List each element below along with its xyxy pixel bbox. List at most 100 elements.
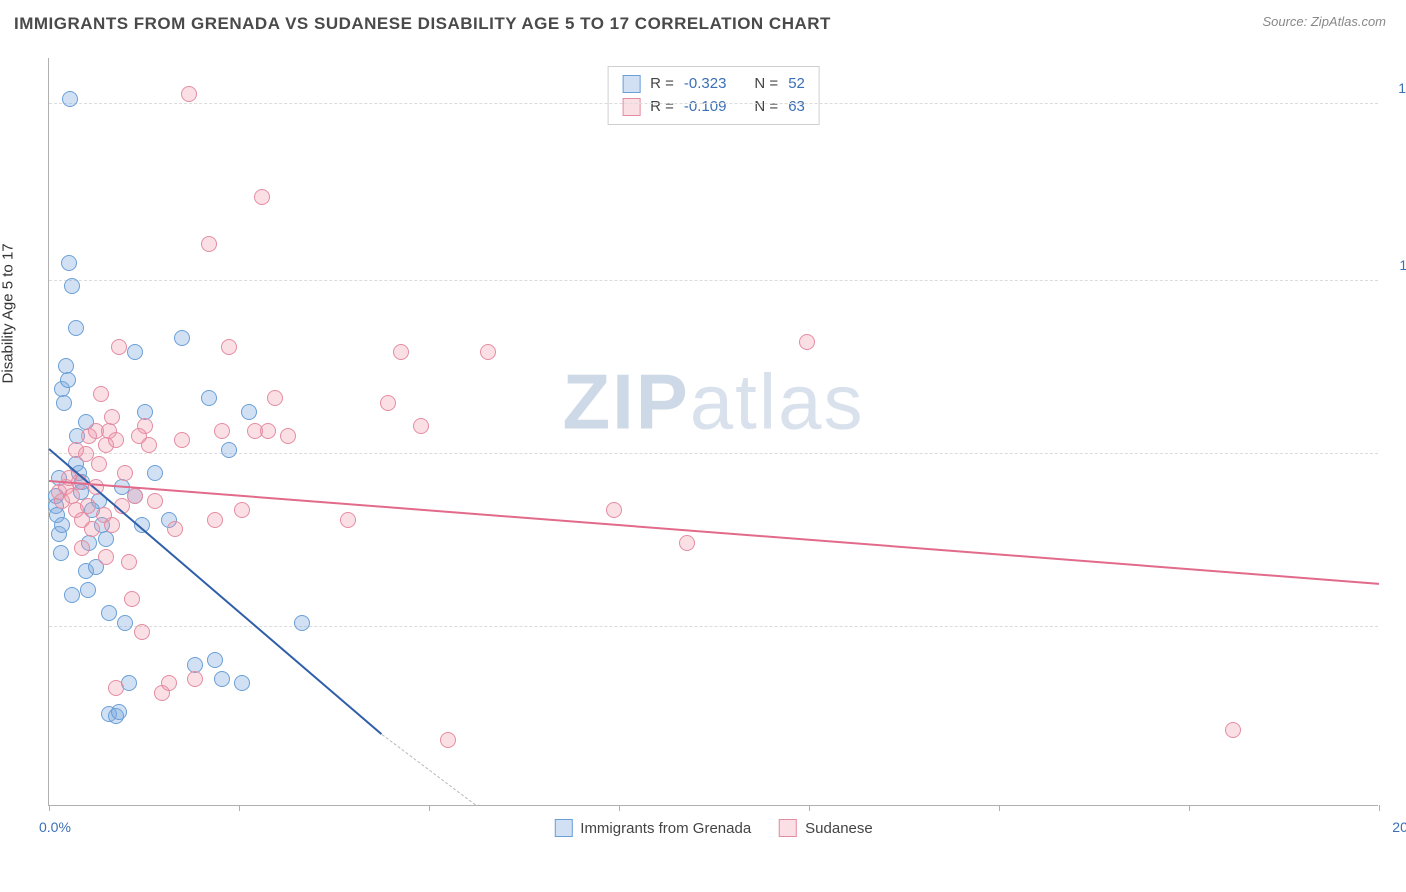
data-point	[161, 675, 177, 691]
y-tick-label: 15.0%	[1384, 80, 1406, 96]
stats-r-label: R =	[650, 73, 674, 96]
x-tick	[429, 805, 430, 811]
stats-n-value: 52	[788, 73, 805, 96]
x-tick	[239, 805, 240, 811]
data-point	[260, 423, 276, 439]
legend-swatch-grenada	[554, 819, 572, 837]
data-point	[61, 255, 77, 271]
data-point	[174, 432, 190, 448]
data-point	[241, 404, 257, 420]
legend-label: Immigrants from Grenada	[580, 820, 751, 837]
data-point	[147, 465, 163, 481]
plot-area: ZIPatlas R = -0.323 N = 52 R = -0.109 N …	[48, 58, 1378, 806]
y-axis-label: Disability Age 5 to 17	[0, 243, 17, 383]
data-point	[108, 432, 124, 448]
watermark-rest: atlas	[690, 357, 865, 445]
watermark: ZIPatlas	[562, 356, 864, 447]
data-point	[234, 502, 250, 518]
gridline	[49, 453, 1378, 454]
x-tick	[999, 805, 1000, 811]
data-point	[181, 86, 197, 102]
data-point	[340, 512, 356, 528]
y-tick-label: 11.2%	[1384, 257, 1406, 273]
legend-swatch-sudanese	[779, 819, 797, 837]
data-point	[147, 493, 163, 509]
stats-n-label: N =	[754, 73, 778, 96]
x-tick	[809, 805, 810, 811]
data-point	[127, 344, 143, 360]
stats-swatch-sudanese	[622, 98, 640, 116]
data-point	[174, 330, 190, 346]
page-title: IMMIGRANTS FROM GRENADA VS SUDANESE DISA…	[14, 14, 831, 34]
data-point	[111, 704, 127, 720]
data-point	[91, 456, 107, 472]
data-point	[1225, 722, 1241, 738]
data-point	[799, 334, 815, 350]
data-point	[267, 390, 283, 406]
x-tick	[49, 805, 50, 811]
gridline	[49, 626, 1378, 627]
data-point	[93, 386, 109, 402]
data-point	[280, 428, 296, 444]
gridline	[49, 280, 1378, 281]
x-axis-min-label: 0.0%	[39, 819, 71, 835]
data-point	[62, 91, 78, 107]
stats-r-label: R =	[650, 96, 674, 119]
data-point	[68, 320, 84, 336]
stats-box: R = -0.323 N = 52 R = -0.109 N = 63	[607, 66, 820, 125]
chart-container: Disability Age 5 to 17 ZIPatlas R = -0.3…	[14, 50, 1392, 840]
data-point	[214, 671, 230, 687]
data-point	[121, 554, 137, 570]
data-point	[98, 549, 114, 565]
data-point	[60, 372, 76, 388]
data-point	[117, 465, 133, 481]
x-tick	[619, 805, 620, 811]
stats-n-label: N =	[754, 96, 778, 119]
data-point	[64, 278, 80, 294]
data-point	[54, 517, 70, 533]
data-point	[254, 189, 270, 205]
data-point	[201, 236, 217, 252]
data-point	[64, 587, 80, 603]
data-point	[187, 671, 203, 687]
stats-row-1: R = -0.323 N = 52	[622, 73, 805, 96]
stats-r-value: -0.109	[684, 96, 727, 119]
source-attribution: Source: ZipAtlas.com	[1262, 14, 1386, 29]
x-tick	[1189, 805, 1190, 811]
data-point	[80, 498, 96, 514]
data-point	[108, 680, 124, 696]
data-point	[104, 409, 120, 425]
stats-r-value: -0.323	[684, 73, 727, 96]
data-point	[98, 531, 114, 547]
data-point	[207, 652, 223, 668]
legend-item-sudanese: Sudanese	[779, 819, 873, 837]
trend-line-grenada	[48, 448, 382, 735]
legend-item-grenada: Immigrants from Grenada	[554, 819, 751, 837]
data-point	[167, 521, 183, 537]
trend-line-sudanese	[49, 480, 1379, 585]
data-point	[201, 390, 217, 406]
data-point	[134, 624, 150, 640]
data-point	[606, 502, 622, 518]
x-tick	[1379, 805, 1380, 811]
data-point	[104, 517, 120, 533]
data-point	[380, 395, 396, 411]
bottom-legend: Immigrants from Grenada Sudanese	[554, 819, 872, 837]
data-point	[221, 339, 237, 355]
legend-label: Sudanese	[805, 820, 873, 837]
data-point	[214, 423, 230, 439]
data-point	[80, 582, 96, 598]
data-point	[294, 615, 310, 631]
data-point	[207, 512, 223, 528]
data-point	[111, 339, 127, 355]
data-point	[393, 344, 409, 360]
header: IMMIGRANTS FROM GRENADA VS SUDANESE DISA…	[0, 0, 1406, 40]
x-axis-max-label: 20.0%	[1392, 819, 1406, 835]
data-point	[74, 540, 90, 556]
data-point	[84, 521, 100, 537]
data-point	[68, 442, 84, 458]
data-point	[117, 615, 133, 631]
stats-row-2: R = -0.109 N = 63	[622, 96, 805, 119]
data-point	[480, 344, 496, 360]
data-point	[413, 418, 429, 434]
